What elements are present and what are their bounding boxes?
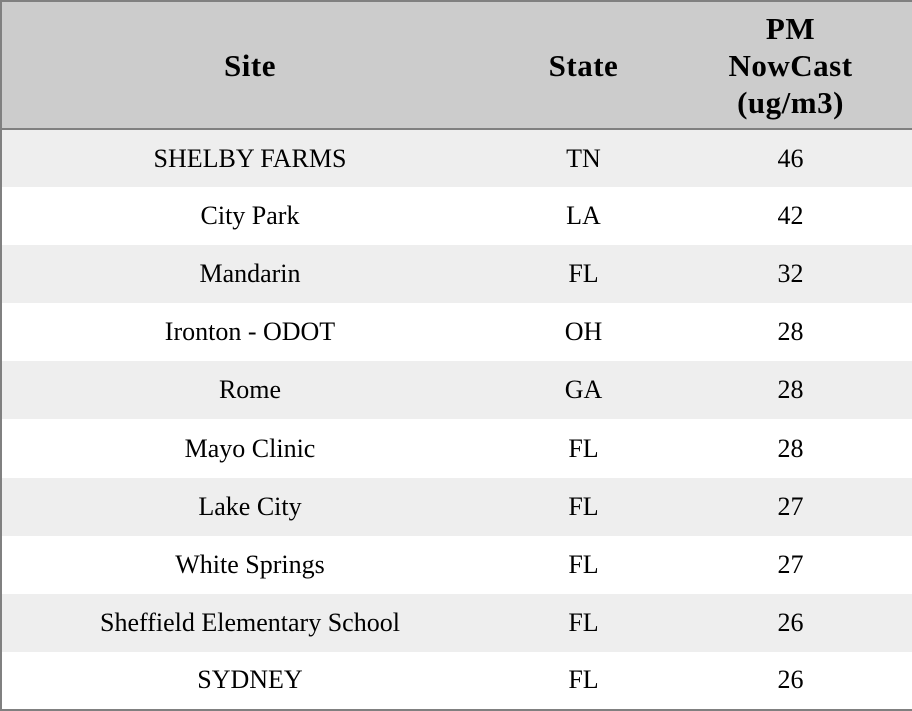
pm-nowcast-cell: 32 (669, 245, 912, 304)
table-row: Ironton - ODOT OH 28 (1, 303, 912, 361)
table-row: White Springs FL 27 (1, 536, 912, 594)
site-cell: Mandarin (1, 245, 498, 304)
site-cell: SYDNEY (197, 665, 303, 695)
state-cell: FL (498, 593, 669, 652)
col-header-pm-nowcast: PM NowCast (ug/m3) (669, 1, 912, 130)
table-row: Rome GA 28 (1, 361, 912, 420)
pm-nowcast-cell: 28 (777, 317, 804, 347)
state-cell: GA (498, 361, 669, 420)
pm-nowcast-cell: 46 (669, 129, 912, 188)
table-header: Site State PM NowCast (ug/m3) (1, 1, 912, 130)
state-cell: FL (568, 433, 599, 463)
col-header-state: State (498, 1, 669, 130)
site-cell: Sheffield Elementary School (1, 593, 498, 652)
state-cell: FL (498, 245, 669, 304)
pm-nowcast-cell: 26 (777, 665, 804, 695)
table-row: Sheffield Elementary School FL 26 (1, 593, 912, 652)
site-cell: Lake City (1, 477, 498, 536)
pm-nowcast-cell: 26 (669, 593, 912, 652)
pm-nowcast-cell: 27 (777, 549, 804, 579)
site-cell: City Park (200, 201, 300, 231)
site-cell: Ironton - ODOT (164, 317, 336, 347)
pm-nowcast-cell: 27 (669, 477, 912, 536)
site-cell: Rome (1, 361, 498, 420)
col-header-site: Site (1, 1, 498, 130)
state-cell: FL (568, 665, 599, 695)
site-cell: Mayo Clinic (184, 433, 316, 463)
state-cell: OH (564, 317, 603, 347)
table-row: Mandarin FL 32 (1, 245, 912, 304)
table-row: Lake City FL 27 (1, 477, 912, 536)
pm-nowcast-cell: 42 (777, 201, 804, 231)
state-cell: TN (498, 129, 669, 188)
state-cell: LA (566, 201, 601, 231)
header-row: Site State PM NowCast (ug/m3) (1, 1, 912, 130)
site-cell: SHELBY FARMS (1, 129, 498, 188)
site-cell: White Springs (175, 549, 325, 579)
pm-nowcast-cell: 28 (669, 361, 912, 420)
state-cell: FL (568, 549, 599, 579)
table-row: City Park LA 42 (1, 187, 912, 245)
state-cell: FL (498, 477, 669, 536)
table-body: SHELBY FARMS TN 46 City Park LA 42 Mandarin FL 3… (1, 129, 912, 710)
table-row: SHELBY FARMS TN 46 (1, 129, 912, 188)
table-row: SYDNEY FL 26 (1, 652, 912, 710)
pm-nowcast-cell: 28 (777, 433, 804, 463)
table-row: Mayo Clinic FL 28 (1, 419, 912, 477)
